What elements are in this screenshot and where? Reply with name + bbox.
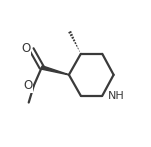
Text: O: O (23, 79, 33, 92)
Text: O: O (21, 42, 30, 55)
Text: NH: NH (107, 91, 124, 101)
Polygon shape (41, 66, 69, 75)
